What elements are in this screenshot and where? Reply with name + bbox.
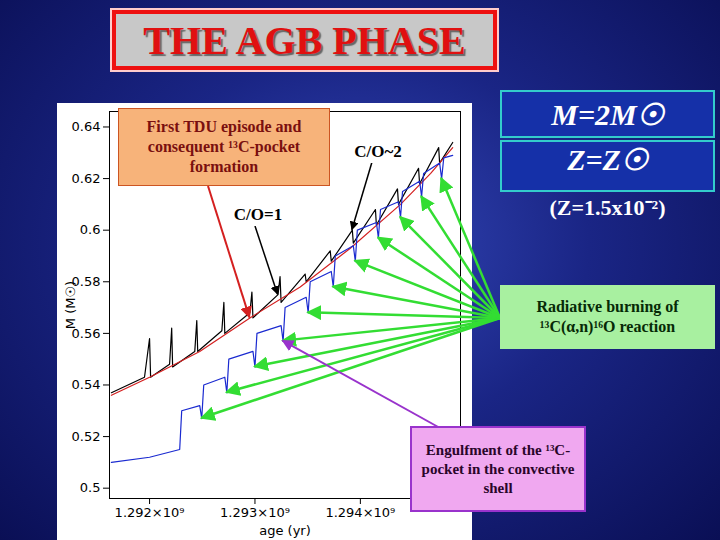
html-text:Engulfment of the ¹³C-pocket i: Engulfment of the ¹³C-pocket in the conv… (421, 441, 575, 496)
svg-text:1.292×10⁹: 1.292×10⁹ (115, 505, 185, 520)
svg-text:0.52: 0.52 (72, 429, 101, 444)
html-text:C/O~2: C/O~2 (354, 142, 402, 161)
svg-text:0.58: 0.58 (71, 273, 101, 289)
svg-text:age (yr): age (yr) (259, 523, 311, 538)
svg-text:0.5: 0.5 (80, 480, 101, 495)
svg-text:1.294×10⁹: 1.294×10⁹ (325, 505, 395, 520)
html-text:THE AGB PHASE: THE AGB PHASE (143, 17, 466, 63)
svg-text:0.54: 0.54 (72, 377, 101, 392)
svg-text:0.6: 0.6 (80, 222, 101, 237)
svg-text:M (M☉): M (M☉) (63, 281, 78, 329)
html-text:M=2M☉: M=2M☉ (551, 97, 664, 131)
svg-text:0.64: 0.64 (72, 119, 101, 134)
html-text:(Z=1.5x10⁻²): (Z=1.5x10⁻²) (549, 195, 666, 220)
html-text:Z=Z☉: Z=Z☉ (567, 143, 648, 176)
html-text:Radiative burning of ¹³C(α,n)¹: Radiative burning of ¹³C(α,n)¹⁶O reactio… (536, 298, 679, 335)
svg-text:1.293×10⁹: 1.293×10⁹ (220, 505, 290, 520)
html-text:First TDU episode and conseque: First TDU episode and consequent ¹³C-poc… (146, 118, 302, 175)
html-text:C/O=1: C/O=1 (233, 205, 283, 224)
svg-text:0.56: 0.56 (71, 325, 101, 341)
svg-text:0.62: 0.62 (72, 171, 101, 186)
